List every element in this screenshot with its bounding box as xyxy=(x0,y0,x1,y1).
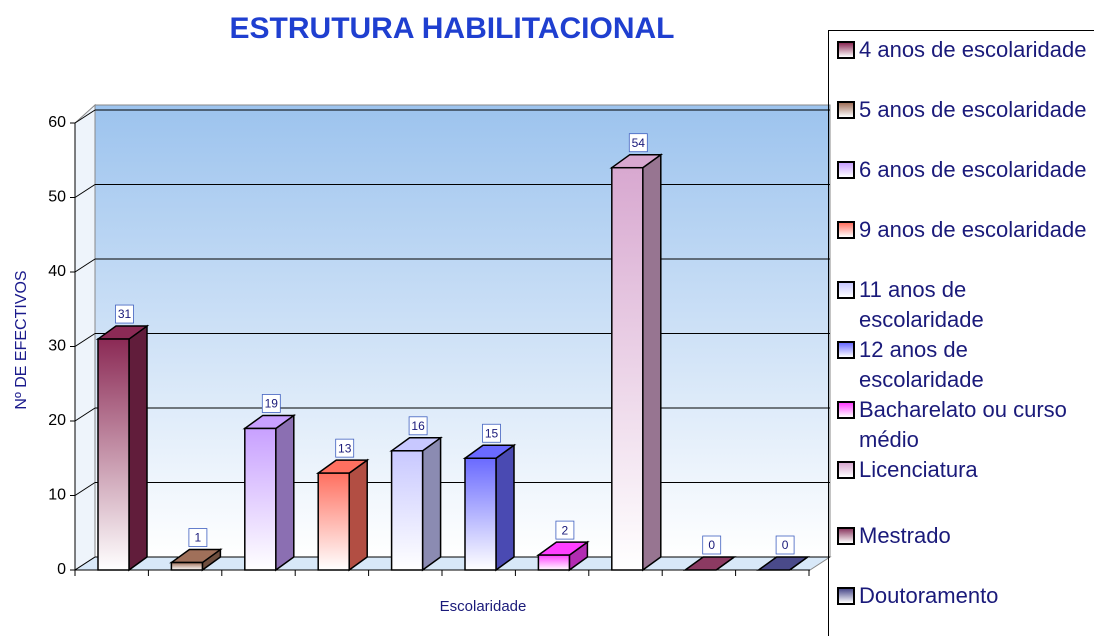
data-label-box xyxy=(115,304,134,324)
bar-shade xyxy=(496,445,514,570)
bar xyxy=(317,472,350,571)
data-label: 2 xyxy=(562,523,569,537)
legend-item: Doutoramento xyxy=(837,581,1087,611)
grid-line xyxy=(74,407,96,422)
grid-line xyxy=(74,333,96,347)
legend-swatch xyxy=(837,161,855,179)
back-wall xyxy=(94,104,831,558)
data-label-box xyxy=(702,535,722,555)
legend-item: 12 anos de escolaridade xyxy=(837,335,1087,395)
legend-swatch xyxy=(837,401,855,419)
legend-label: 4 anos de escolaridade xyxy=(859,37,1087,62)
data-label-box xyxy=(335,438,355,458)
y-tick-label: 50 xyxy=(48,189,66,206)
y-tick-label: 0 xyxy=(57,561,66,578)
bar xyxy=(170,561,204,571)
chart-title: ESTRUTURA HABILITACIONAL xyxy=(230,12,675,45)
bar xyxy=(390,450,424,571)
legend-label: Bacharelato ou curso médio xyxy=(859,397,1067,452)
bar-shade xyxy=(202,549,221,570)
side-wall xyxy=(74,103,96,571)
legend-item: 4 anos de escolaridade xyxy=(837,35,1087,65)
y-tick-label: 30 xyxy=(48,338,66,355)
data-label: 13 xyxy=(338,441,352,455)
bar xyxy=(611,166,644,571)
legend-swatch xyxy=(837,41,855,59)
grid-line xyxy=(74,109,96,124)
bar-shade xyxy=(642,154,661,570)
legend-item: 9 anos de escolaridade xyxy=(837,215,1087,245)
legend-swatch xyxy=(837,221,855,239)
grid-line xyxy=(74,184,96,198)
legend-label: 12 anos de escolaridade xyxy=(859,337,984,392)
legend-item: 5 anos de escolaridade xyxy=(837,95,1087,125)
y-tick-label: 40 xyxy=(48,263,66,280)
legend-label: Licenciatura xyxy=(859,457,978,482)
data-label: 54 xyxy=(632,136,646,150)
legend-swatch xyxy=(837,281,855,299)
data-label: 19 xyxy=(265,397,279,411)
legend-item: Licenciatura xyxy=(837,455,1087,485)
bar xyxy=(537,554,571,571)
legend: 4 anos de escolaridade 5 anos de escolari… xyxy=(828,30,1094,636)
y-tick-label: 10 xyxy=(48,487,66,504)
grid-line xyxy=(74,482,96,496)
legend-label: 9 anos de escolaridade xyxy=(859,217,1087,242)
data-label: 0 xyxy=(782,538,789,552)
grid-line xyxy=(74,556,96,571)
bar-shade xyxy=(349,460,368,570)
legend-swatch xyxy=(837,101,855,119)
data-label-box xyxy=(482,423,501,443)
bar-top xyxy=(756,556,810,571)
legend-label: Mestrado xyxy=(859,523,951,548)
bar-shade xyxy=(129,326,147,570)
y-axis-label: Nº DE EFECTIVOS xyxy=(13,270,30,409)
legend-swatch xyxy=(837,587,855,605)
bar-top xyxy=(682,556,737,571)
data-label-box xyxy=(188,528,208,547)
legend-label: 6 anos de escolaridade xyxy=(859,157,1087,182)
legend-label: 11 anos de escolaridade xyxy=(859,277,984,332)
legend-item: Bacharelato ou curso médio xyxy=(837,395,1087,455)
data-label: 16 xyxy=(411,419,425,433)
x-axis-label: Escolaridade xyxy=(440,598,527,615)
data-label: 15 xyxy=(485,426,499,440)
legend-item: 11 anos de escolaridade xyxy=(837,275,1087,335)
bar-shade xyxy=(275,415,294,570)
legend-swatch xyxy=(837,461,855,479)
data-label: 0 xyxy=(708,538,715,552)
data-label-box xyxy=(408,416,428,436)
legend-item: 6 anos de escolaridade xyxy=(837,155,1087,185)
data-label-box xyxy=(775,535,795,555)
y-tick-label: 60 xyxy=(48,114,66,131)
data-label: 1 xyxy=(195,531,202,545)
legend-swatch xyxy=(837,341,855,359)
bar-shade xyxy=(569,542,588,570)
legend-item: Mestrado xyxy=(837,521,1087,551)
y-tick-label: 20 xyxy=(48,412,66,429)
legend-label: Doutoramento xyxy=(859,583,999,608)
data-label: 31 xyxy=(118,307,132,321)
legend-swatch xyxy=(837,527,855,545)
bar xyxy=(464,457,497,571)
data-label-box xyxy=(261,394,281,413)
legend-label: 5 anos de escolaridade xyxy=(859,97,1087,122)
data-label-box xyxy=(555,520,575,540)
bar-shade xyxy=(422,437,441,570)
bar xyxy=(244,427,277,571)
grid-line xyxy=(74,258,96,273)
bar xyxy=(97,338,130,571)
data-label-box xyxy=(628,133,648,153)
